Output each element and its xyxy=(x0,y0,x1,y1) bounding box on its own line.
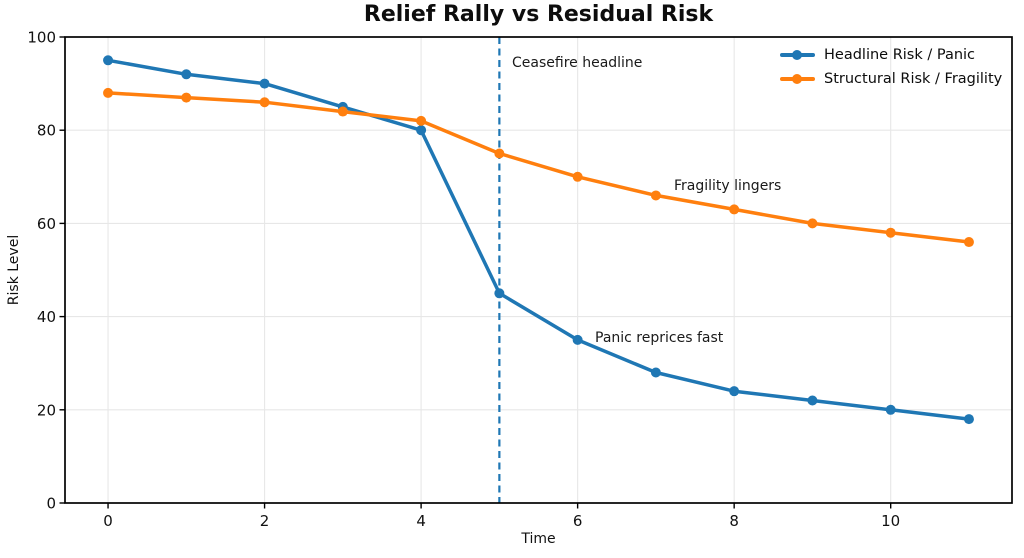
x-tick-label: 4 xyxy=(416,512,426,530)
data-point-s0-x6 xyxy=(572,334,583,345)
x-tick-label: 2 xyxy=(260,512,270,530)
data-point-s1-x2 xyxy=(259,97,270,108)
legend: Headline Risk / Panic Structural Risk / … xyxy=(780,45,1002,88)
data-point-s0-x10 xyxy=(885,404,896,415)
x-axis-label: Time xyxy=(521,531,556,547)
legend-entry-structural-risk: Structural Risk / Fragility xyxy=(780,69,1002,88)
data-point-s0-x9 xyxy=(807,395,818,406)
y-tick-label: 20 xyxy=(37,401,56,419)
chart-title: Relief Rally vs Residual Risk xyxy=(363,2,714,27)
x-tick-label: 10 xyxy=(881,512,900,530)
legend-label: Structural Risk / Fragility xyxy=(824,70,1003,87)
data-point-s0-x8 xyxy=(729,386,740,397)
data-point-s1-x5 xyxy=(494,148,505,159)
data-point-s1-x8 xyxy=(729,204,740,215)
y-tick-label: 100 xyxy=(27,29,56,47)
data-point-s1-x7 xyxy=(650,190,661,201)
legend-swatch-orange xyxy=(780,73,815,84)
series-line-0 xyxy=(106,58,971,421)
y-tick-label: 80 xyxy=(37,122,56,140)
data-point-s1-x0 xyxy=(103,87,114,98)
y-tick-label: 0 xyxy=(46,495,56,513)
legend-label: Headline Risk / Panic xyxy=(824,46,976,63)
data-point-s1-x9 xyxy=(807,218,818,229)
data-point-s1-x10 xyxy=(885,227,896,238)
legend-entry-headline-risk: Headline Risk / Panic xyxy=(780,45,1002,64)
data-point-s0-x2 xyxy=(259,78,270,89)
data-point-s1-x3 xyxy=(337,106,348,117)
data-point-s0-x7 xyxy=(650,367,661,378)
plot-border xyxy=(64,36,1013,504)
data-point-s0-x5 xyxy=(494,288,505,299)
x-tick-label: 6 xyxy=(573,512,583,530)
annotation-ceasefire-headline: Ceasefire headline xyxy=(512,55,643,71)
data-point-s1-x1 xyxy=(181,92,192,103)
legend-swatch-blue xyxy=(780,49,815,60)
data-point-s1-x6 xyxy=(572,171,583,182)
y-tick-label: 60 xyxy=(37,215,56,233)
annotation-fragility-lingers: Fragility lingers xyxy=(674,178,782,194)
annotation-panic-reprices-fast: Panic reprices fast xyxy=(595,330,724,346)
data-point-s0-x1 xyxy=(181,69,192,80)
x-tick-label: 0 xyxy=(103,512,113,530)
data-point-s0-x11 xyxy=(963,414,974,425)
series-line-1 xyxy=(106,91,971,244)
data-point-s1-x4 xyxy=(416,115,427,126)
y-axis-label: Risk Level xyxy=(6,234,22,306)
data-point-s0-x0 xyxy=(103,55,114,66)
data-point-s1-x11 xyxy=(963,237,974,248)
x-tick-label: 8 xyxy=(729,512,739,530)
data-point-s0-x4 xyxy=(416,125,427,136)
y-tick-label: 40 xyxy=(37,308,56,326)
